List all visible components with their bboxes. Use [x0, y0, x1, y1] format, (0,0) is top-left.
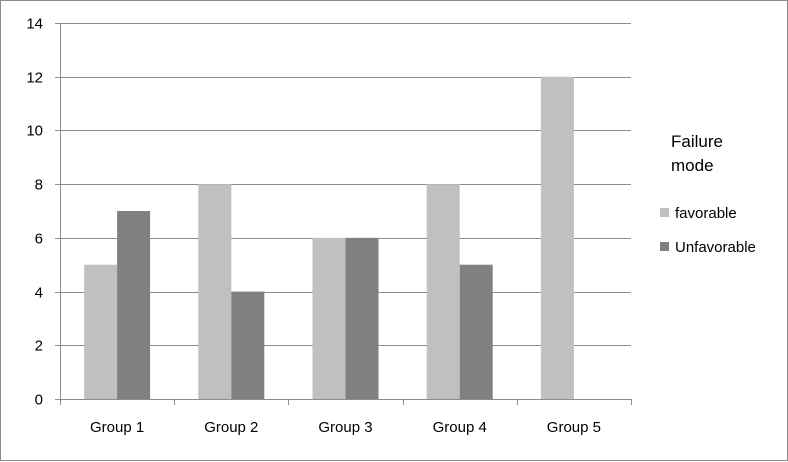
legend-label-favorable: favorable — [675, 205, 737, 222]
legend-title-line-1: Failure — [671, 132, 723, 151]
x-tick-label-group-4: Group 4 — [433, 419, 487, 436]
y-tick-label-10: 10 — [26, 123, 43, 140]
legend-swatch-favorable — [660, 208, 669, 217]
x-tick-label-group-3: Group 3 — [318, 419, 372, 436]
legend-label-unfavorable: Unfavorable — [675, 239, 756, 256]
legend-title-line-2: mode — [671, 156, 714, 175]
bar-favorable-group-2 — [198, 184, 232, 399]
bar-favorable-group-1 — [84, 264, 118, 399]
bar-favorable-group-3 — [312, 237, 346, 399]
legend: Failure mode favorable Unfavorable — [660, 132, 756, 256]
x-axis-tick-labels: Group 1 Group 2 Group 3 Group 4 Group 5 — [90, 419, 601, 436]
bars — [84, 76, 574, 399]
bar-unfavorable-group-1 — [117, 211, 151, 399]
x-tick-label-group-1: Group 1 — [90, 419, 144, 436]
bar-unfavorable-group-2 — [231, 291, 265, 399]
bar-favorable-group-5 — [540, 76, 574, 399]
legend-swatch-unfavorable — [660, 242, 669, 251]
y-tick-label-0: 0 — [35, 392, 43, 409]
bar-unfavorable-group-4 — [459, 264, 493, 399]
x-tick-label-group-2: Group 2 — [204, 419, 258, 436]
y-tick-label-12: 12 — [26, 70, 43, 87]
y-axis-tick-labels: 0 2 4 6 8 10 12 14 — [26, 16, 43, 409]
y-tick-label-4: 4 — [35, 285, 43, 302]
bar-favorable-group-4 — [426, 184, 460, 399]
y-tick-label-6: 6 — [35, 231, 43, 248]
bar-unfavorable-group-3 — [345, 237, 379, 399]
y-tick-label-14: 14 — [26, 16, 43, 33]
axes — [55, 23, 632, 405]
y-tick-label-2: 2 — [35, 338, 43, 355]
y-tick-label-8: 8 — [35, 177, 43, 194]
x-tick-label-group-5: Group 5 — [547, 419, 601, 436]
